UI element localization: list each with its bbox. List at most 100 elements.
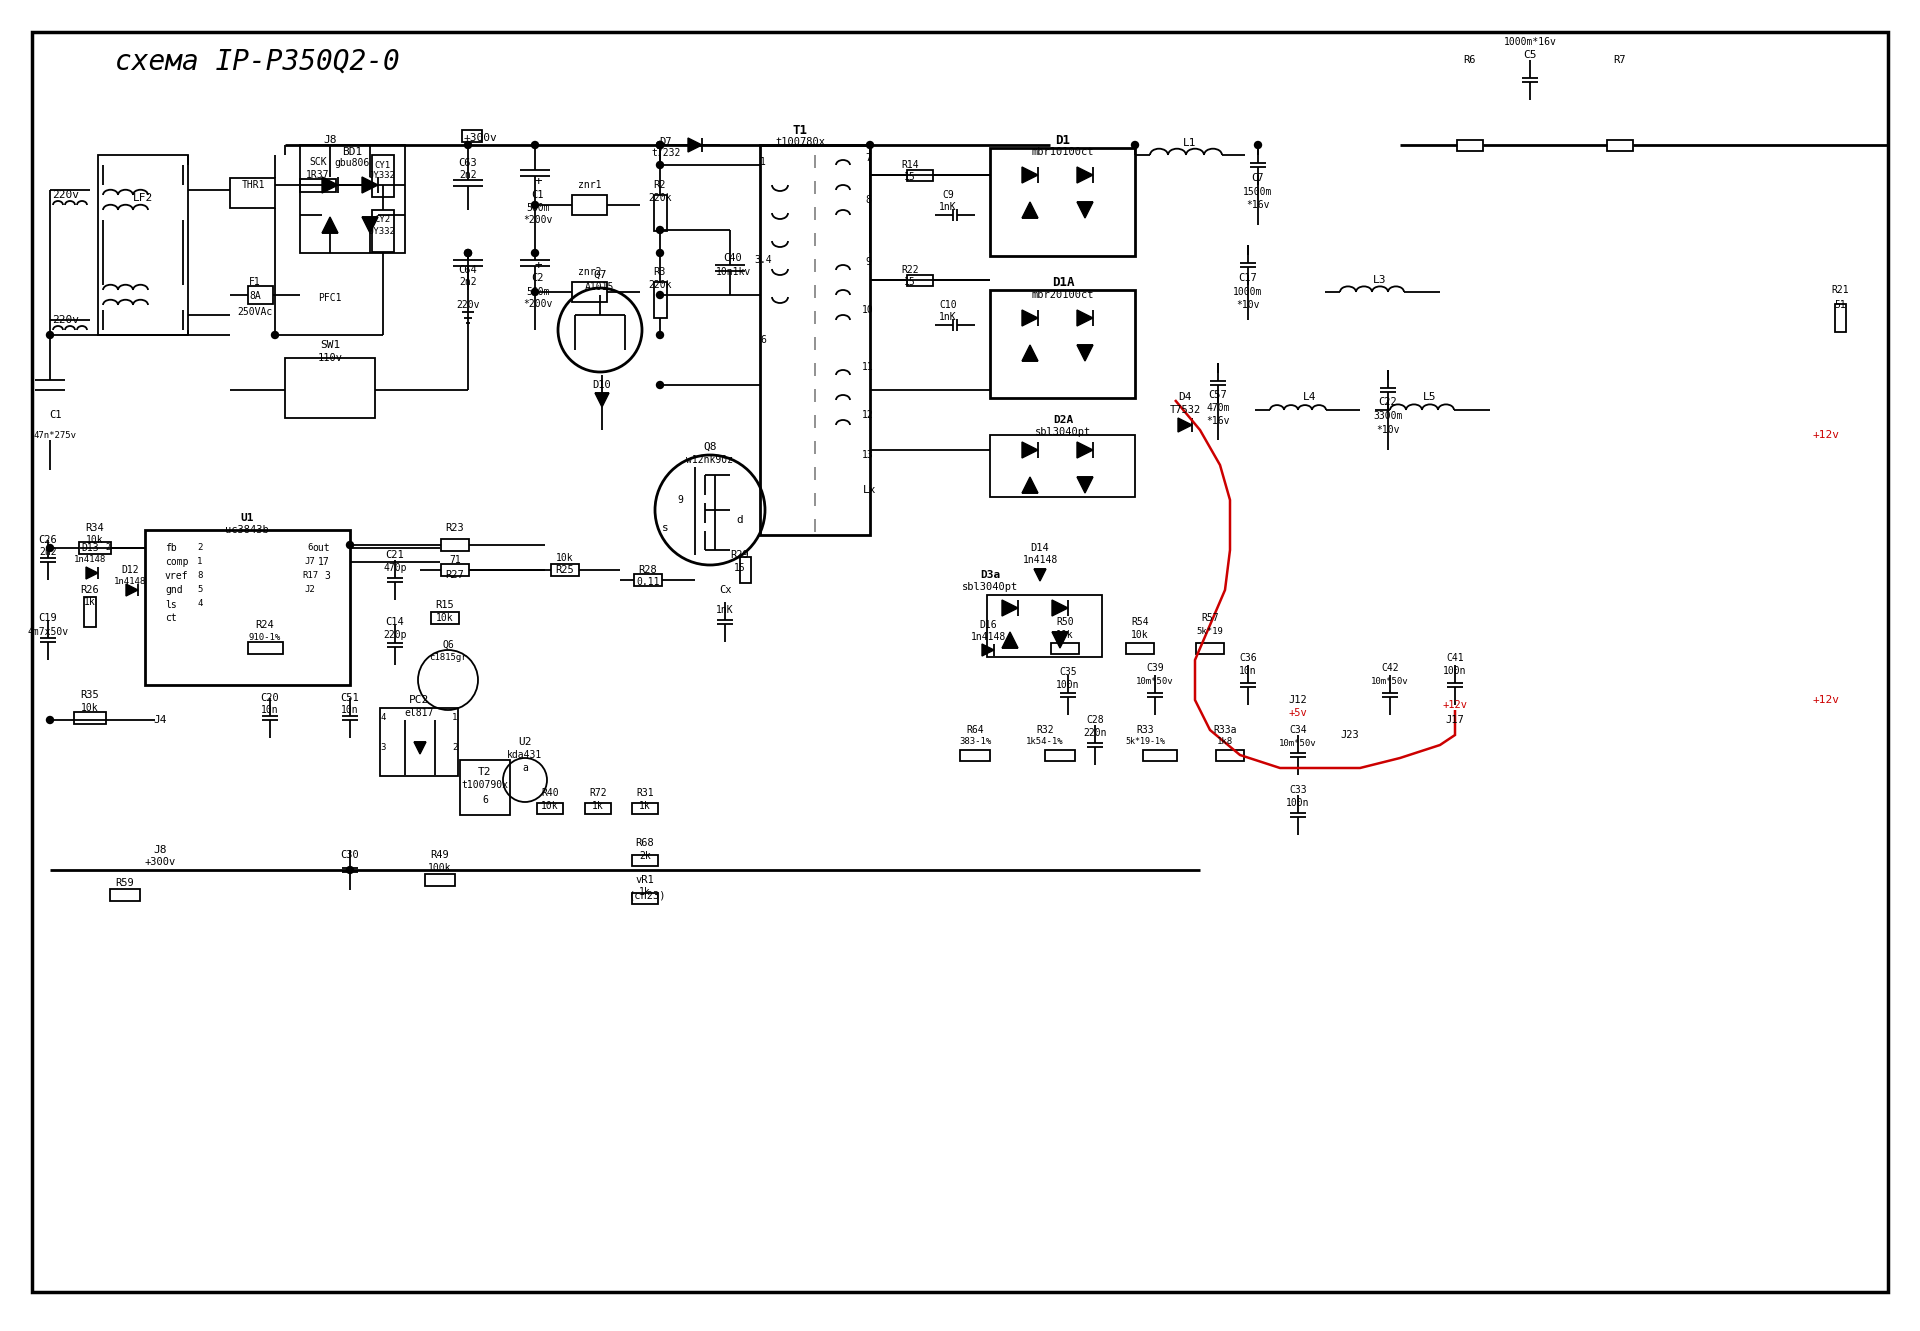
Text: 3300m: 3300m [1373, 411, 1404, 421]
Text: D1: D1 [1056, 133, 1071, 146]
Text: C1: C1 [532, 190, 543, 200]
Text: BD1: BD1 [342, 146, 363, 157]
Text: t100790x: t100790x [461, 780, 509, 791]
Polygon shape [1052, 600, 1068, 616]
Text: R59: R59 [115, 878, 134, 888]
Circle shape [657, 331, 664, 338]
Text: Q6: Q6 [442, 640, 453, 650]
Text: 1n4148: 1n4148 [970, 632, 1006, 642]
Text: C35: C35 [1060, 667, 1077, 677]
Text: +300v: +300v [144, 857, 175, 866]
Text: JY332: JY332 [369, 172, 396, 181]
Bar [300, 145, 405, 253]
Text: JY332: JY332 [369, 228, 396, 237]
Text: C63: C63 [459, 158, 478, 168]
Bar [463, 130, 482, 142]
Text: R27: R27 [445, 570, 465, 580]
Text: *16v: *16v [1246, 200, 1269, 210]
Text: D16: D16 [979, 620, 996, 630]
Text: R50: R50 [1056, 618, 1073, 627]
Bar [75, 712, 106, 724]
Text: 8: 8 [866, 196, 872, 205]
Text: R14: R14 [900, 160, 920, 170]
Text: +300v: +300v [463, 133, 497, 142]
Text: J8: J8 [323, 134, 336, 145]
Circle shape [271, 331, 278, 338]
Bar [372, 210, 394, 252]
Polygon shape [1021, 166, 1039, 182]
Text: R32: R32 [1037, 725, 1054, 735]
Text: R24: R24 [255, 620, 275, 630]
Text: 1nK: 1nK [939, 311, 956, 322]
Circle shape [346, 542, 353, 548]
Text: 71: 71 [449, 555, 461, 564]
Text: 1000m: 1000m [1233, 287, 1263, 297]
Bar [538, 803, 563, 815]
Text: 17: 17 [319, 556, 330, 567]
Bar [372, 154, 394, 197]
Text: 1: 1 [198, 558, 204, 567]
Text: 1: 1 [760, 157, 766, 166]
Text: znr1: znr1 [578, 180, 601, 190]
Text: 220k: 220k [649, 280, 672, 290]
Polygon shape [86, 567, 98, 579]
Text: 8A: 8A [250, 291, 261, 301]
Text: +12v: +12v [1812, 430, 1839, 441]
Text: J12: J12 [1288, 695, 1308, 705]
Text: C21: C21 [386, 550, 405, 560]
Polygon shape [687, 138, 703, 152]
Text: 250VAc: 250VAc [238, 307, 273, 317]
Text: C17: C17 [1238, 273, 1258, 284]
Bar [79, 542, 111, 554]
Text: C22: C22 [1379, 397, 1398, 407]
Text: 4: 4 [198, 599, 204, 608]
Text: 470m: 470m [1206, 403, 1229, 413]
Bar [424, 874, 455, 886]
Text: 5k*19-1%: 5k*19-1% [1125, 737, 1165, 747]
Text: 2n2: 2n2 [459, 170, 476, 180]
Text: R33: R33 [1137, 725, 1154, 735]
Text: 10n1kv: 10n1kv [716, 268, 751, 277]
Bar [146, 530, 349, 685]
Polygon shape [1021, 345, 1039, 361]
Bar [655, 196, 666, 232]
Polygon shape [415, 741, 426, 753]
Text: 100n: 100n [1444, 666, 1467, 676]
Circle shape [657, 141, 664, 149]
Bar [760, 145, 870, 535]
Text: 1k: 1k [84, 598, 96, 607]
Text: J17: J17 [1446, 715, 1465, 725]
Text: 1n4148: 1n4148 [73, 555, 106, 564]
Text: 100n: 100n [1286, 799, 1309, 808]
Text: 15: 15 [904, 172, 916, 182]
Text: R68: R68 [636, 839, 655, 848]
Text: R34: R34 [86, 523, 104, 532]
Text: mbr10100ct: mbr10100ct [1031, 146, 1094, 157]
Text: THR1: THR1 [242, 180, 265, 190]
Text: ls: ls [165, 600, 177, 610]
Text: R33a: R33a [1213, 725, 1236, 735]
Text: 51: 51 [1834, 299, 1845, 310]
Polygon shape [1077, 202, 1092, 218]
Text: +12v: +12v [1812, 695, 1839, 705]
Polygon shape [1077, 476, 1092, 492]
Text: R21: R21 [1832, 285, 1849, 295]
Text: R15: R15 [436, 600, 455, 610]
Text: C57: C57 [1208, 390, 1227, 401]
Text: 1k: 1k [591, 801, 605, 811]
Text: 6: 6 [482, 795, 488, 805]
Text: 2n2: 2n2 [38, 547, 58, 556]
Text: 2n2: 2n2 [459, 277, 476, 287]
Text: R64: R64 [966, 725, 983, 735]
Text: fb: fb [165, 543, 177, 552]
Text: gnd: gnd [165, 586, 182, 595]
Text: 15: 15 [904, 277, 916, 287]
Bar [906, 276, 933, 286]
Text: C36: C36 [1238, 654, 1258, 663]
Bar [991, 435, 1135, 496]
Text: U2: U2 [518, 737, 532, 747]
Text: D13: D13 [81, 543, 98, 552]
Polygon shape [1179, 418, 1192, 433]
Text: C5: C5 [1523, 51, 1536, 60]
Text: C14: C14 [386, 618, 405, 627]
